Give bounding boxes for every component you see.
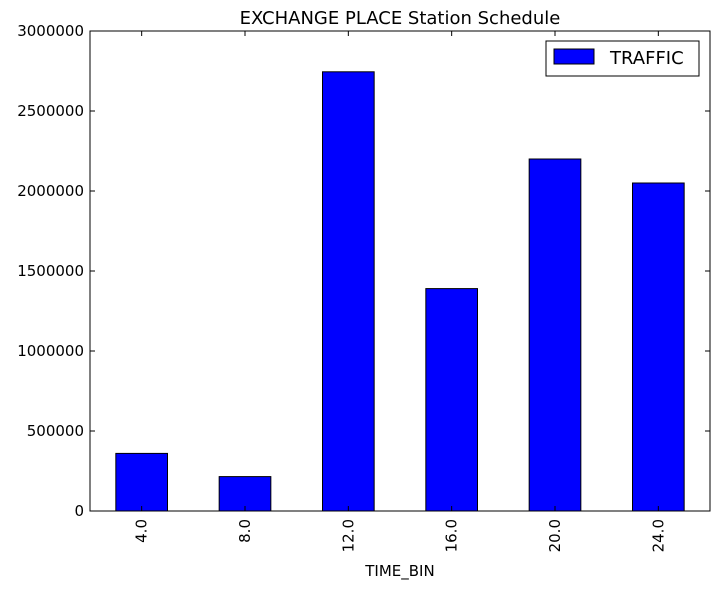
bars-group: [115, 71, 685, 512]
bar-20.0: [528, 158, 582, 512]
x-tick-label: 20.0: [546, 519, 564, 552]
bar-12.0: [322, 71, 375, 512]
bar-16.0: [425, 288, 478, 512]
x-tick-label: 8.0: [236, 519, 254, 543]
x-tick-label: 16.0: [443, 519, 461, 552]
y-axis: 0 500000 1000000 1500000 2000000 2500000 30000…: [17, 22, 710, 520]
y-tick-label: 500000: [27, 422, 84, 440]
x-tick-label: 24.0: [649, 519, 667, 552]
plot-area: [90, 31, 710, 511]
bar-8.0: [218, 476, 272, 512]
y-tick-label: 3000000: [17, 22, 84, 40]
bar-24.0: [632, 182, 685, 512]
y-tick-label: 2000000: [17, 182, 84, 200]
x-tick-label: 4.0: [133, 519, 151, 543]
x-tick-label: 12.0: [339, 519, 357, 552]
legend-swatch: [553, 48, 595, 65]
y-tick-label: 2500000: [17, 102, 84, 120]
x-axis: 4.0 8.0 12.0 16.0 20.0 24.0: [133, 31, 667, 552]
bar-4.0: [115, 452, 168, 512]
y-tick-label: 0: [74, 502, 84, 520]
plot-frame: [89, 30, 711, 512]
legend: TRAFFIC: [545, 40, 700, 77]
y-tick-label: 1000000: [17, 342, 84, 360]
x-axis-label: TIME_BIN: [364, 562, 434, 581]
chart-title: EXCHANGE PLACE Station Schedule: [240, 8, 561, 29]
legend-label: TRAFFIC: [609, 48, 684, 69]
y-tick-label: 1500000: [17, 262, 84, 280]
